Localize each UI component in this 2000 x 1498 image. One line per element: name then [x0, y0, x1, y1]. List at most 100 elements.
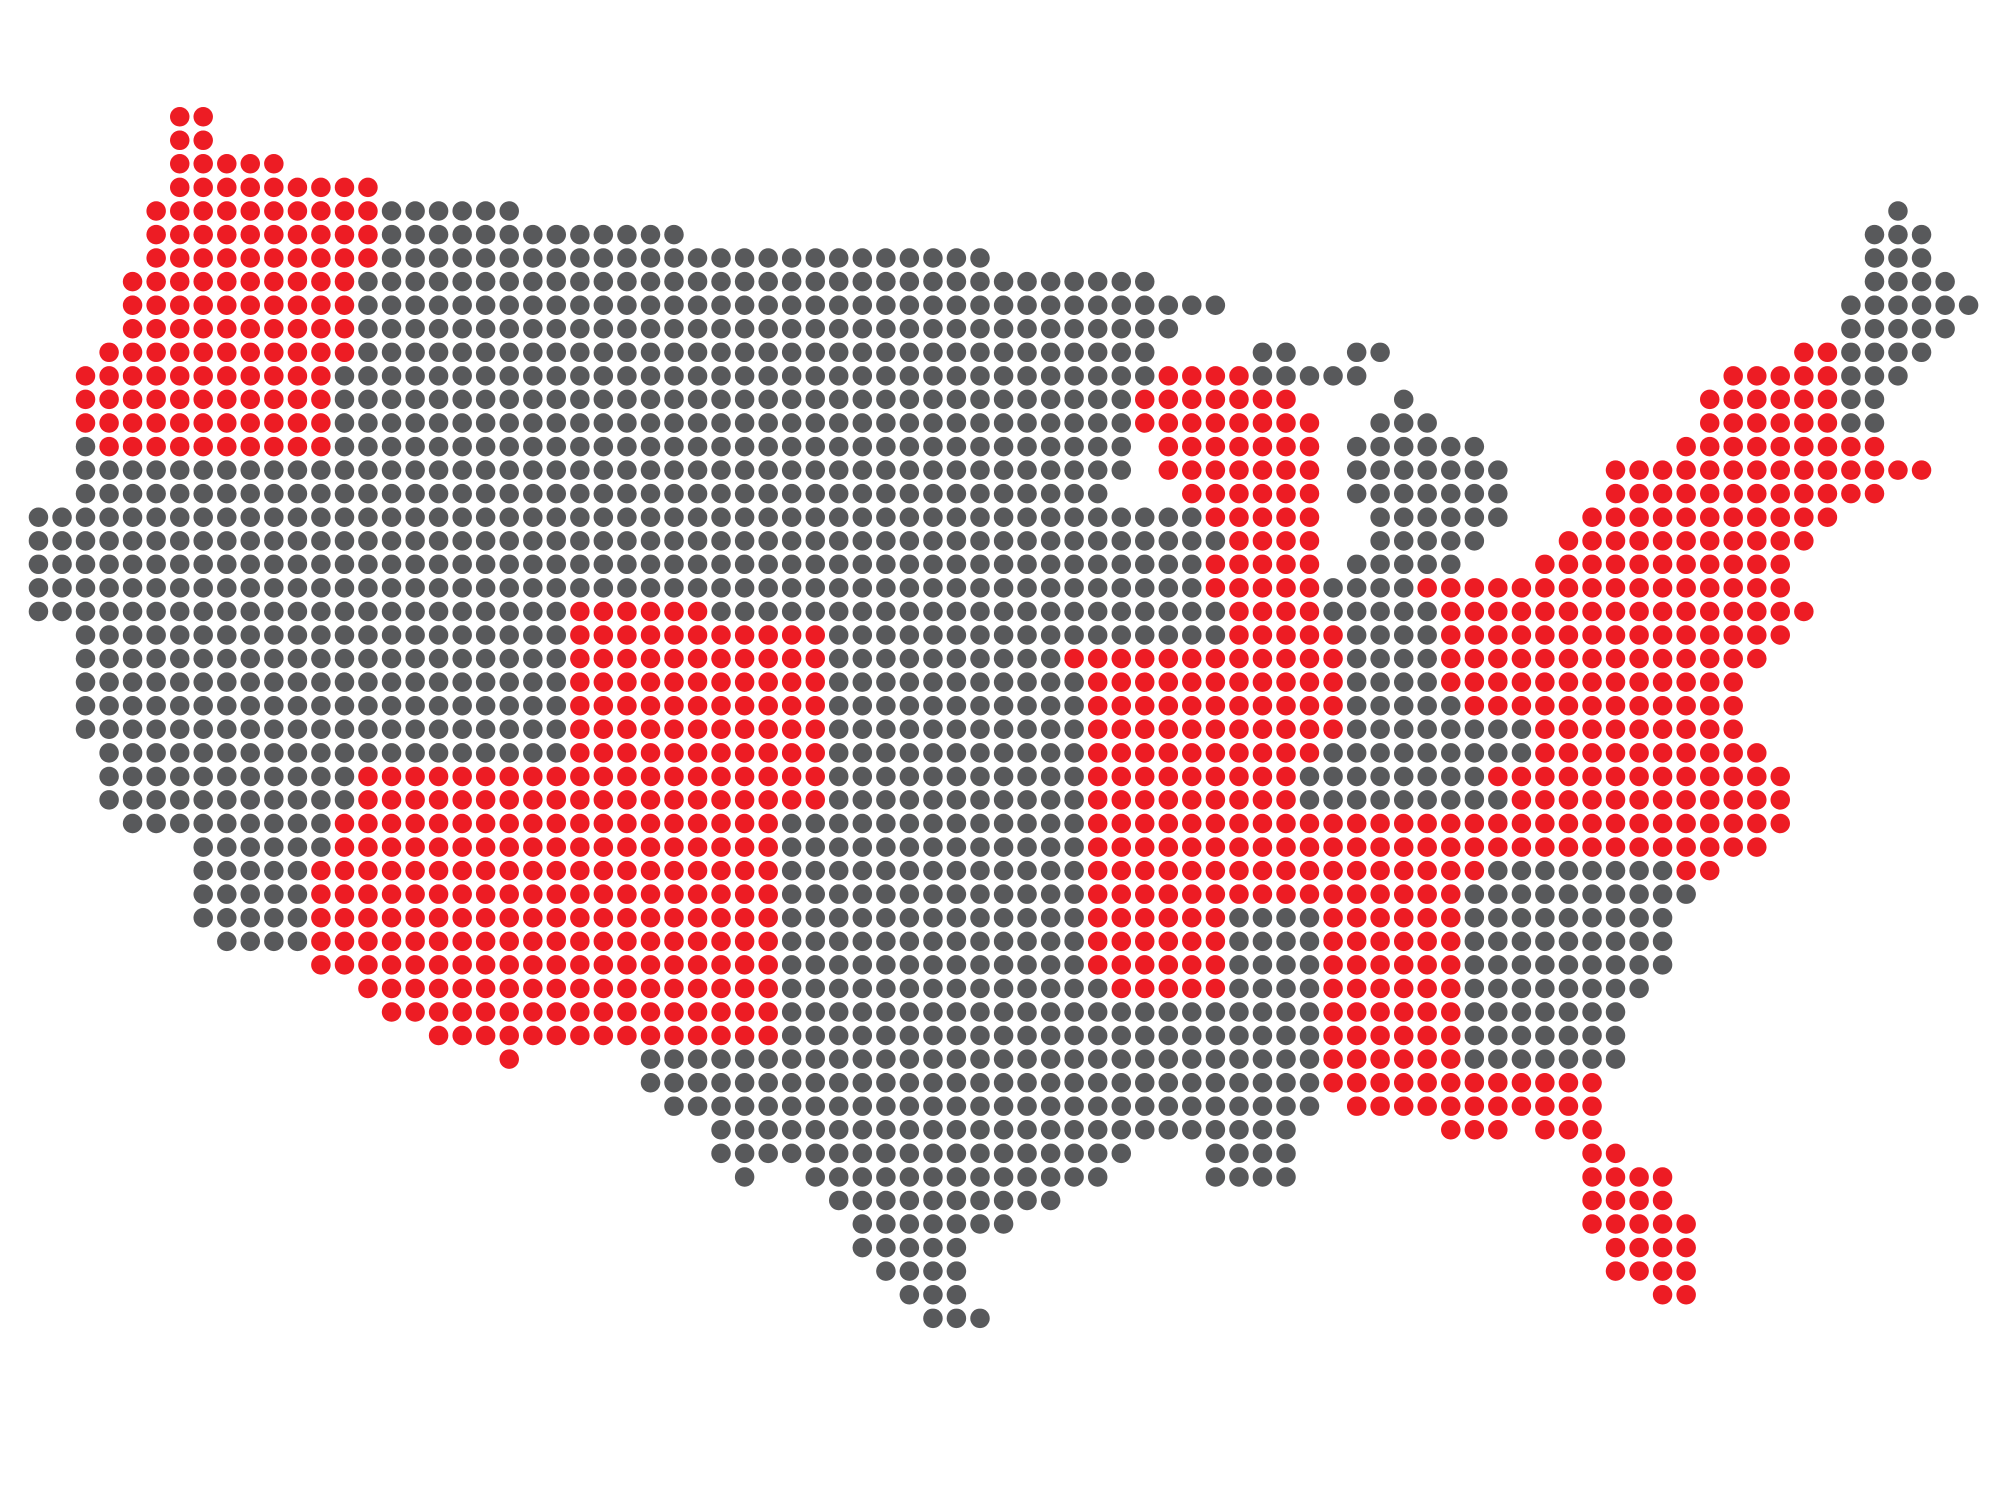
highlighted-dot: [1323, 1049, 1343, 1069]
map-dot: [876, 601, 896, 622]
highlighted-dot: [428, 931, 449, 952]
highlighted-dot: [546, 955, 567, 975]
highlighted-dot: [570, 625, 590, 645]
map-dot: [475, 271, 496, 292]
highlighted-dot: [1393, 1072, 1414, 1093]
highlighted-dot: [169, 295, 190, 315]
map-dot: [1605, 884, 1626, 904]
highlighted-dot: [311, 248, 331, 268]
highlighted-dot: [593, 601, 614, 622]
map-dot: [311, 625, 331, 645]
map-dot: [946, 248, 967, 268]
highlighted-dot: [570, 766, 590, 787]
map-dot: [452, 224, 472, 245]
map-dot: [1064, 389, 1084, 410]
map-dot: [169, 743, 190, 763]
highlighted-dot: [1888, 460, 1908, 480]
map-dot: [711, 1096, 731, 1116]
map-dot: [1276, 1025, 1296, 1046]
highlighted-dot: [1652, 837, 1673, 857]
highlighted-dot: [758, 648, 778, 669]
map-dot: [381, 248, 402, 268]
map-dot: [264, 483, 284, 504]
map-dot: [358, 271, 378, 292]
highlighted-dot: [711, 648, 731, 669]
map-dot: [1205, 601, 1226, 622]
highlighted-dot: [1158, 931, 1179, 952]
map-dot: [970, 931, 990, 952]
highlighted-dot: [570, 884, 590, 904]
map-dot: [1040, 908, 1061, 928]
highlighted-dot: [1652, 1214, 1673, 1234]
map-dot: [805, 1143, 826, 1164]
highlighted-dot: [1276, 790, 1296, 810]
map-dot: [1346, 342, 1367, 363]
map-dot: [1017, 271, 1037, 292]
highlighted-dot: [1252, 719, 1273, 739]
highlighted-dot: [640, 978, 661, 999]
highlighted-dot: [1700, 837, 1720, 857]
map-dot: [311, 719, 331, 739]
highlighted-dot: [664, 696, 684, 716]
map-dot: [1605, 860, 1626, 881]
map-dot: [876, 436, 896, 457]
map-dot: [781, 483, 802, 504]
map-dot: [946, 389, 967, 410]
highlighted-dot: [1535, 554, 1555, 575]
map-dot: [1605, 908, 1626, 928]
map-dot: [828, 1096, 849, 1116]
highlighted-dot: [523, 908, 543, 928]
map-dot: [664, 1072, 684, 1093]
highlighted-dot: [1346, 884, 1367, 904]
map-dot: [1535, 931, 1555, 952]
highlighted-dot: [1441, 601, 1461, 622]
map-dot: [1017, 813, 1037, 834]
highlighted-dot: [1676, 507, 1696, 527]
map-dot: [1017, 1167, 1037, 1187]
highlighted-dot: [1182, 743, 1202, 763]
highlighted-dot: [381, 955, 402, 975]
map-dot: [923, 366, 943, 386]
highlighted-dot: [1770, 601, 1790, 622]
map-dot: [1064, 837, 1084, 857]
map-dot: [217, 719, 237, 739]
highlighted-dot: [217, 295, 237, 315]
map-dot: [1040, 672, 1061, 692]
map-dot: [593, 342, 614, 363]
highlighted-dot: [734, 766, 755, 787]
map-dot: [970, 248, 990, 268]
highlighted-dot: [640, 743, 661, 763]
highlighted-dot: [169, 366, 190, 386]
highlighted-dot: [311, 201, 331, 221]
map-dot: [287, 672, 308, 692]
highlighted-dot: [1346, 813, 1367, 834]
map-dot: [75, 672, 96, 692]
map-dot: [781, 601, 802, 622]
highlighted-dot: [1417, 955, 1437, 975]
map-dot: [1346, 366, 1367, 386]
highlighted-dot: [781, 696, 802, 716]
map-dot: [852, 1072, 873, 1093]
map-dot: [876, 531, 896, 551]
highlighted-dot: [1229, 696, 1249, 716]
map-dot: [876, 483, 896, 504]
highlighted-dot: [1747, 813, 1767, 834]
map-dot: [1111, 318, 1132, 339]
highlighted-dot: [1252, 460, 1273, 480]
map-dot: [287, 507, 308, 527]
highlighted-dot: [1299, 507, 1320, 527]
map-dot: [311, 483, 331, 504]
map-dot: [1064, 366, 1084, 386]
map-dot: [1864, 224, 1885, 245]
map-dot: [1017, 1072, 1037, 1093]
map-dot: [1370, 578, 1390, 598]
map-dot: [1017, 342, 1037, 363]
map-dot: [1393, 483, 1414, 504]
map-dot: [828, 1190, 849, 1211]
map-dot: [687, 578, 708, 598]
map-dot: [1417, 436, 1437, 457]
highlighted-dot: [781, 766, 802, 787]
highlighted-dot: [523, 1025, 543, 1046]
highlighted-dot: [1229, 389, 1249, 410]
map-dot: [1652, 931, 1673, 952]
